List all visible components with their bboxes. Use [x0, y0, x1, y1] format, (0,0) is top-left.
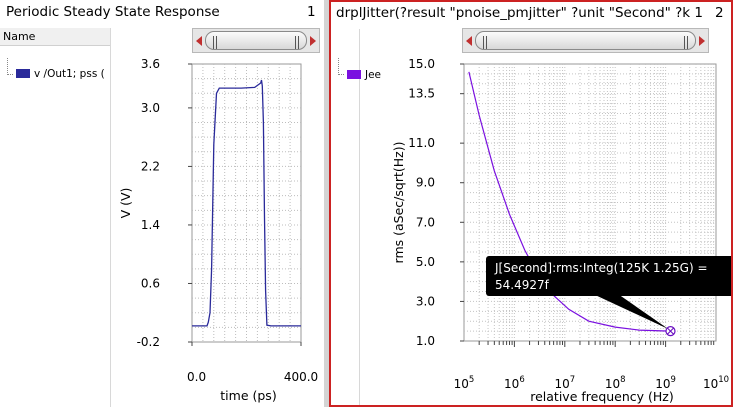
y-tick-label: 5.0	[416, 255, 435, 269]
legend-swatch	[347, 70, 361, 79]
x-tick-label: 107	[554, 375, 575, 391]
scroll-right-icon[interactable]	[699, 36, 705, 46]
x-tick-label: 1010	[703, 375, 729, 391]
panel-number: 1	[307, 4, 316, 20]
y-tick-label: 11.0	[408, 136, 435, 150]
y-tick-label: 3.0	[416, 294, 435, 308]
panel-title: drplJitter(?result "pnoise_pmjitter" ?un…	[336, 5, 703, 21]
x-tick-label: 0.0	[187, 370, 206, 384]
horizontal-scrollbar[interactable]	[192, 28, 320, 53]
scroll-left-icon[interactable]	[466, 36, 472, 46]
y-tick-label: 1.0	[416, 334, 435, 348]
x-axis-label: relative frequency (Hz)	[530, 389, 674, 404]
legend-item-label: v /Out1; pss (	[34, 68, 105, 80]
annotation-value: 54.4927f	[495, 278, 550, 292]
panel-number: 2	[715, 5, 724, 21]
y-tick-label: 2.2	[141, 159, 160, 173]
x-tick-label: 105	[454, 375, 475, 391]
y-tick-label: 0.6	[141, 276, 160, 290]
horizontal-scrollbar[interactable]	[462, 28, 709, 53]
panel-1: Periodic Steady State Response 1 Name v …	[0, 0, 324, 407]
y-tick-label: 3.0	[141, 101, 160, 115]
scroll-thumb[interactable]	[205, 31, 307, 50]
legend-panel: Jee	[331, 29, 381, 405]
y-tick-label: 13.5	[408, 87, 435, 101]
x-tick-label: 106	[504, 375, 525, 391]
legend-item-label: Jee	[365, 69, 382, 81]
x-tick-label: 400.0	[284, 370, 318, 384]
y-tick-label: 1.4	[141, 218, 160, 232]
scroll-thumb[interactable]	[475, 31, 696, 50]
chart-1: 3.6 3.0 2.2 1.4 0.6 -0.2 0.0 400.0 time (ps) V (V…	[118, 57, 318, 403]
x-tick-label: 109	[655, 375, 676, 391]
y-tick-label: -0.2	[137, 335, 160, 349]
legend-header: Name	[0, 28, 110, 46]
y-tick-label: 9.0	[416, 176, 435, 190]
panel-2: drplJitter(?result "pnoise_pmjitter" ?un…	[329, 0, 733, 407]
x-axis-label: time (ps)	[220, 388, 276, 403]
legend-item[interactable]: Jee	[347, 69, 381, 81]
chart-2: 15.0 13.5 11.0 9.0 7.0 5.0 3.0 1.0 105 106 107 108 1…	[391, 57, 731, 404]
tree-connector	[338, 58, 344, 75]
annotation-text: J[Second]:rms:Integ(125K 1.25G) =	[494, 261, 708, 275]
tree-connector	[7, 58, 13, 75]
annotation-box	[486, 256, 731, 296]
panel-splitter[interactable]	[324, 0, 329, 407]
legend-panel: Name v /Out1; pss (	[0, 28, 111, 407]
y-tick-label: 7.0	[416, 215, 435, 229]
legend-swatch	[16, 69, 30, 78]
y-axis-label: V (V)	[118, 188, 133, 219]
panel-title: Periodic Steady State Response	[6, 4, 220, 20]
series-line	[192, 79, 301, 327]
x-tick-label: 108	[605, 375, 626, 391]
marker-cross	[667, 327, 674, 335]
y-axis-label: rms (aSec/sqrt(Hz))	[391, 142, 406, 264]
y-tick-label: 15.0	[408, 57, 435, 71]
legend-item[interactable]: v /Out1; pss (	[16, 68, 105, 80]
scroll-left-icon[interactable]	[196, 36, 202, 46]
y-tick-label: 3.6	[141, 57, 160, 71]
scroll-right-icon[interactable]	[310, 36, 316, 46]
